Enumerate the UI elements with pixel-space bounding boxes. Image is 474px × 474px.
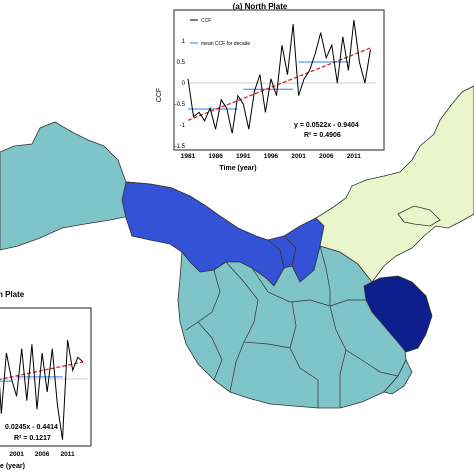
chart-b-title: n Plate xyxy=(0,290,25,299)
region-peninsula xyxy=(397,205,441,227)
region-east-coast xyxy=(363,275,433,353)
chart-north-plate: (a) North Plate CCF 1 0.5 0 -0.5 -1 -1.5 1981… xyxy=(156,2,385,172)
ccf-series-line xyxy=(187,19,371,134)
x-tick-label: 1986 xyxy=(208,153,223,160)
x-tick-label: 2006 xyxy=(35,451,50,458)
chart-a-plot-area xyxy=(187,19,376,134)
region-coast-south xyxy=(383,359,413,395)
province-borders xyxy=(185,245,399,408)
x-tick-label: 1981 xyxy=(181,153,196,160)
chart-b-equation: 0.0245x - 0.4414 xyxy=(5,424,58,431)
chart-a-xlabel: Time (year) xyxy=(219,165,256,172)
x-tick-label: 2001 xyxy=(9,451,24,458)
x-tick-label: 2001 xyxy=(291,153,306,160)
legend-mean-label: mean CCF for decade xyxy=(201,41,250,47)
chart-a-ylabel: CCF xyxy=(156,88,163,102)
chart-a-r2: R² = 0.4906 xyxy=(304,132,341,139)
chart-a-title: (a) North Plate xyxy=(233,2,288,11)
chart-b-xlabel: e (year) xyxy=(0,463,25,470)
y-tick-label: 1 xyxy=(182,39,186,45)
region-gansu xyxy=(121,181,285,287)
chart-a-frame xyxy=(173,9,385,151)
x-tick-label: 1991 xyxy=(236,153,251,160)
chart-a-legend: CCF mean CCF for decade xyxy=(190,18,250,47)
chart-b-plot-area xyxy=(0,339,88,440)
x-tick-label: 1996 xyxy=(264,153,279,160)
ccf-series-line xyxy=(0,339,84,440)
legend-ccf-label: CCF xyxy=(201,18,211,24)
x-tick-label: 2011 xyxy=(347,153,361,160)
x-tick-label: 2011 xyxy=(61,451,75,458)
chart-b-r2: R² = 0.1217 xyxy=(14,435,51,442)
y-tick-label: -1.5 xyxy=(175,144,186,150)
y-tick-label: -1 xyxy=(180,123,186,129)
chart-a-y-ticks: 1 0.5 0 -0.5 -1 -1.5 xyxy=(175,39,186,150)
y-tick-label: -0.5 xyxy=(175,102,186,108)
region-northeast xyxy=(315,85,474,283)
chart-a-equation: y = 0.0522x - 0.9404 xyxy=(294,122,359,129)
x-tick-label: 2006 xyxy=(319,153,334,160)
china-region-map xyxy=(0,85,474,409)
y-tick-label: 0.5 xyxy=(177,60,186,66)
y-tick-label: 0 xyxy=(182,81,186,87)
chart-a-x-ticks: 1981 1986 1991 1996 2001 2006 2011 xyxy=(181,153,362,160)
